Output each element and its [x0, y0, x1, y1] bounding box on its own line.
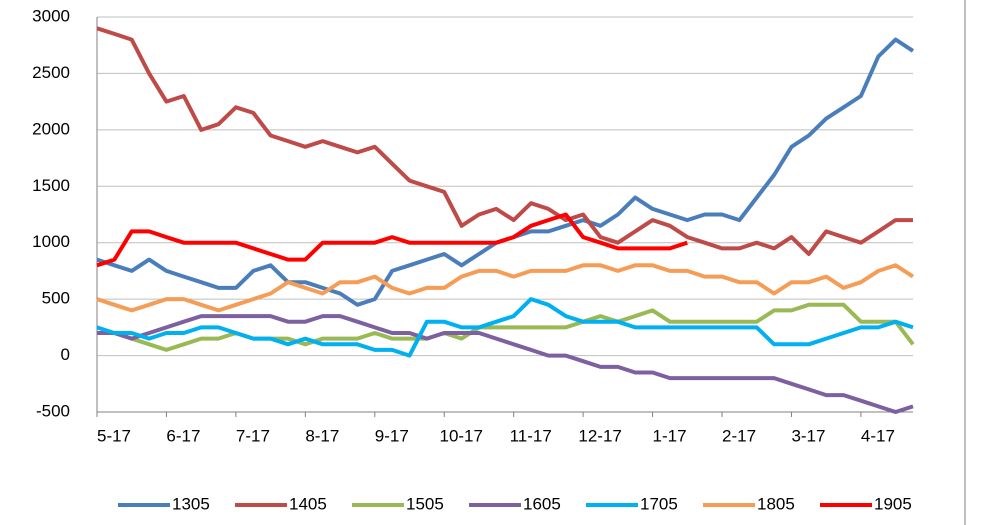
series-line — [96, 263, 915, 313]
legend-label: 1405 — [289, 494, 327, 513]
x-tick-label: 2-17 — [722, 426, 756, 445]
x-tick-label: 1-17 — [653, 426, 687, 445]
y-tick-label: -500 — [36, 401, 70, 420]
y-tick-label: 1000 — [32, 232, 70, 251]
x-tick-label: 11-17 — [510, 426, 552, 445]
y-tick-label: 2500 — [32, 63, 70, 82]
x-tick-label: 4-17 — [861, 426, 895, 445]
legend-label: 1705 — [640, 494, 678, 513]
x-tick-label: 12-17 — [578, 426, 621, 445]
y-tick-label: 1500 — [32, 176, 70, 195]
series-line — [96, 37, 915, 307]
x-tick-label: 6-17 — [166, 426, 200, 445]
y-tick-label: 0 — [61, 345, 70, 364]
y-tick-label: 500 — [42, 289, 70, 308]
legend-label: 1605 — [523, 494, 561, 513]
x-tick-label: 3-17 — [791, 426, 825, 445]
series-line — [96, 297, 914, 358]
x-tick-label: 5-17 — [97, 426, 131, 445]
y-tick-label: 3000 — [32, 6, 70, 25]
x-tick-label: 8-17 — [305, 426, 339, 445]
legend-label: 1505 — [406, 494, 444, 513]
legend-label: 1805 — [757, 494, 795, 513]
series-line — [97, 314, 914, 414]
legend-label: 1305 — [172, 494, 210, 513]
series-line — [96, 212, 688, 268]
x-tick-label: 10-17 — [439, 426, 482, 445]
series-line — [96, 26, 913, 256]
y-tick-label: 2000 — [32, 119, 70, 138]
x-tick-label: 9-17 — [375, 426, 409, 445]
legend-label: 1905 — [874, 494, 912, 513]
x-tick-label: 7-17 — [236, 426, 270, 445]
